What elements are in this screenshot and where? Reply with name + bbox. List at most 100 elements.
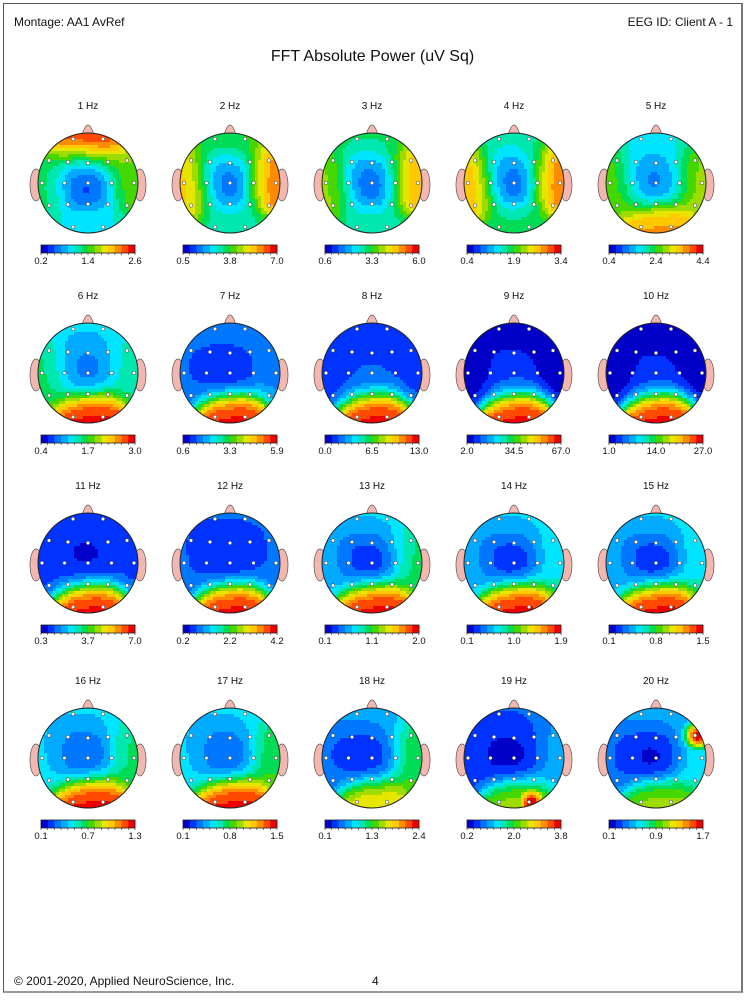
colorbar-segment [493, 435, 501, 443]
colorbar-segment [203, 245, 211, 253]
electrode-f8 [266, 733, 272, 738]
electrode-f7 [188, 538, 194, 543]
colorbar-max-label: 1.7 [696, 831, 709, 842]
colorbar-segment [121, 435, 129, 443]
colorbar-segment [47, 820, 55, 828]
electrode-f4 [389, 539, 395, 545]
map-frequency-label: 6 Hz [78, 291, 99, 302]
electrode-f7 [472, 733, 478, 738]
colorbar-segment [67, 435, 75, 443]
electrode-t6 [124, 393, 130, 398]
electrode-pz [511, 776, 517, 782]
electrode-c3 [488, 755, 493, 761]
electrode-f7 [472, 538, 478, 543]
electrode-pz [369, 776, 375, 782]
colorbar-segment [351, 245, 359, 253]
colorbar-segment [682, 245, 690, 253]
colorbar-max-label: 6.0 [412, 256, 425, 267]
colorbar-max-label: 67.0 [552, 446, 571, 457]
electrode-c4 [677, 755, 682, 761]
electrode-fp1 [70, 711, 76, 717]
electrode-t5 [614, 583, 620, 588]
colorbar-segment [358, 625, 366, 633]
electrode-f3 [349, 734, 355, 740]
colorbar-segment [101, 435, 109, 443]
electrode-t5 [188, 393, 194, 398]
electrode-pz [85, 391, 91, 397]
electrode-t4 [273, 180, 279, 186]
colorbar-segment [385, 245, 393, 253]
electrode-o2 [668, 604, 674, 610]
colorbar-segment [378, 625, 386, 633]
electrode-c4 [109, 560, 114, 566]
colorbar: 0.4 1.9 3.4 [460, 244, 568, 267]
colorbar-segment [696, 820, 704, 828]
electrode-fp1 [638, 326, 644, 332]
colorbar-segment [236, 820, 244, 828]
colorbar-segment [67, 820, 75, 828]
colorbar-segment [74, 435, 82, 443]
colorbar-segment [622, 820, 630, 828]
colorbar-segment [520, 820, 528, 828]
electrode-f3 [633, 734, 639, 740]
colorbar: 0.1 1.3 2.4 [318, 819, 426, 842]
electrode-o2 [526, 414, 532, 420]
electrode-pz [85, 776, 91, 782]
topomap-16hz: 16 Hz 0.1 0.7 1.3 [29, 676, 147, 842]
colorbar-mid-label: 2.4 [649, 256, 662, 267]
map-frequency-label: 20 Hz [643, 676, 669, 687]
electrode-c4 [251, 560, 256, 566]
electrode-c3 [62, 560, 67, 566]
colorbar-segment [514, 245, 522, 253]
electrode-t3 [607, 560, 613, 566]
electrode-f3 [207, 349, 213, 355]
electrode-f7 [330, 538, 336, 543]
colorbar-segment [696, 245, 704, 253]
colorbar: 0.2 2.0 3.8 [460, 819, 568, 842]
electrode-fp2 [526, 711, 532, 717]
electrode-t3 [181, 180, 187, 186]
electrode-t4 [131, 755, 137, 761]
electrode-p3 [349, 392, 355, 397]
electrode-t5 [614, 203, 620, 208]
colorbar-min-label: 0.1 [602, 636, 615, 647]
electrode-pz [227, 391, 233, 397]
colorbar-segment [41, 820, 49, 828]
electrode-f7 [188, 158, 194, 163]
electrode-fz [85, 160, 91, 166]
head-outline [463, 322, 565, 424]
colorbar-segment [94, 625, 102, 633]
colorbar-segment [378, 435, 386, 443]
colorbar-min-label: 0.5 [176, 256, 189, 267]
electrode-p4 [247, 392, 253, 397]
electrode-p3 [349, 777, 355, 782]
electrode-t4 [557, 755, 563, 761]
colorbar-segment [54, 820, 62, 828]
electrode-f8 [124, 158, 130, 163]
electrode-p3 [633, 392, 639, 397]
colorbar-segment [500, 625, 508, 633]
electrode-cz [227, 560, 233, 566]
electrode-t3 [465, 755, 471, 761]
electrode-o2 [526, 799, 532, 805]
colorbar-segment [622, 625, 630, 633]
electrode-fp2 [242, 711, 248, 717]
colorbar-segment [121, 625, 129, 633]
electrode-c4 [535, 370, 540, 376]
electrode-o1 [354, 604, 360, 610]
colorbar-segment [398, 625, 406, 633]
colorbar-segment [385, 820, 393, 828]
electrode-t5 [188, 583, 194, 588]
electrode-o2 [384, 414, 390, 420]
electrode-c4 [677, 180, 682, 186]
electrode-p4 [673, 202, 679, 207]
electrode-f8 [124, 538, 130, 543]
electrode-f7 [330, 348, 336, 353]
colorbar-segment [230, 820, 238, 828]
colorbar-segment [635, 625, 643, 633]
colorbar-segment [250, 245, 258, 253]
colorbar-segment [41, 435, 49, 443]
colorbar-segment [94, 245, 102, 253]
colorbar-segment [243, 245, 251, 253]
electrode-f4 [105, 349, 111, 355]
